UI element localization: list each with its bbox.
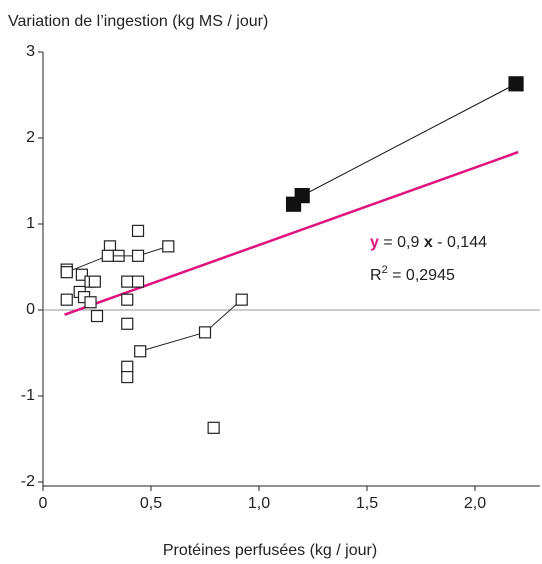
equation: y = 0,9 x - 0,144 xyxy=(370,234,487,251)
y-tick-label: 2 xyxy=(26,129,35,146)
equation-part: - 0,144 xyxy=(433,234,487,251)
point xyxy=(162,240,175,253)
point xyxy=(121,360,134,373)
point xyxy=(131,249,145,262)
y-tick-label: 0 xyxy=(26,301,35,318)
point xyxy=(207,421,220,434)
point xyxy=(101,249,114,262)
point xyxy=(294,188,310,204)
y-tick-label: 1 xyxy=(26,215,35,232)
point xyxy=(121,370,134,384)
chart-title: Variation de l’ingestion (kg MS / jour) xyxy=(8,13,268,30)
point xyxy=(235,293,248,306)
point xyxy=(508,76,524,92)
point xyxy=(134,345,147,358)
point xyxy=(75,268,88,281)
point xyxy=(198,326,212,339)
r-squared-part: = 0,2945 xyxy=(388,267,455,284)
x-tick-label: 1,5 xyxy=(356,495,378,512)
series-line xyxy=(140,299,243,352)
point xyxy=(60,293,73,306)
equation-part: = 0,9 xyxy=(379,234,424,251)
point xyxy=(90,309,104,323)
series-line xyxy=(66,245,169,273)
point xyxy=(121,293,134,306)
point xyxy=(121,275,134,288)
point xyxy=(131,224,145,237)
point xyxy=(131,275,145,288)
point xyxy=(60,266,73,279)
r-squared-part: R xyxy=(370,267,382,284)
y-tick-label: -1 xyxy=(21,387,35,404)
x-tick-label: 0,5 xyxy=(140,495,162,512)
point xyxy=(84,296,97,309)
series-line xyxy=(293,83,517,205)
y-tick-label: -2 xyxy=(21,473,35,490)
x-tick-label: 2,0 xyxy=(464,495,486,512)
x-tick-label: 0 xyxy=(39,495,48,512)
x-axis-label: Protéines perfusées (kg / jour) xyxy=(163,542,377,559)
equation-part: y xyxy=(370,234,379,251)
y-tick-label: 3 xyxy=(26,43,35,60)
equation-part: x xyxy=(424,234,433,251)
point xyxy=(88,275,101,288)
r-squared-part: 2 xyxy=(382,264,388,276)
point xyxy=(121,317,134,330)
x-tick-label: 1,0 xyxy=(248,495,270,512)
r-squared: R2 = 0,2945 xyxy=(370,264,455,284)
